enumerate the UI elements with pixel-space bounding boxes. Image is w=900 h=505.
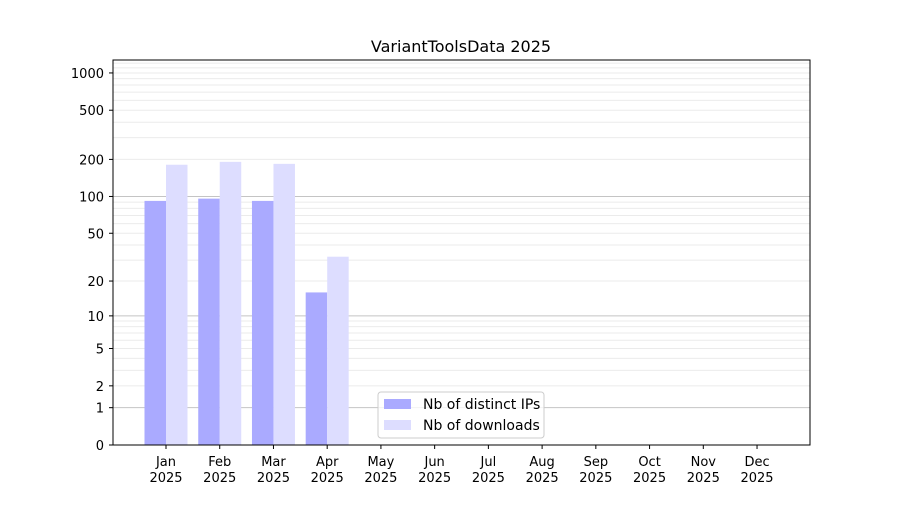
y-tick-label: 200	[79, 153, 104, 168]
x-tick-label: Dec 2025	[740, 455, 773, 486]
bar-distinct-ips	[305, 292, 328, 445]
legend-label-downloads: Nb of downloads	[423, 418, 540, 434]
x-tick-label: Oct 2025	[633, 455, 666, 486]
x-tick-label: Apr 2025	[311, 455, 344, 486]
legend-swatch-downloads	[384, 420, 411, 430]
plot-frame	[112, 59, 811, 446]
bar-downloads	[273, 163, 295, 445]
x-axis: Jan 2025 Feb 2025 Mar 2025 Apr 2025 May 2025 Jun 20…	[149, 445, 774, 486]
x-tick-label: Aug 2025	[526, 455, 559, 486]
y-axis: 0 1 2 5 10 20 50 100 200 500 1000	[71, 67, 113, 454]
x-tick-label: Sep 2025	[579, 455, 612, 486]
y-tick-label: 20	[87, 275, 104, 290]
y-tick-label: 0	[96, 439, 104, 454]
x-tick-label: Mar 2025	[257, 455, 290, 486]
legend-box	[377, 391, 545, 439]
y-tick-label: 2	[96, 380, 104, 395]
legend: Nb of distinct IPs Nb of downloads	[377, 391, 545, 439]
bar-downloads	[327, 256, 349, 445]
x-tick-label: Feb 2025	[203, 455, 236, 486]
bar-distinct-ips	[198, 198, 220, 445]
y-tick-label: 50	[87, 227, 104, 242]
bars	[144, 161, 349, 445]
y-tick-label: 100	[79, 190, 104, 205]
x-tick-label: Jun 2025	[418, 455, 451, 486]
x-tick-label: May 2025	[364, 455, 397, 486]
y-tick-label: 500	[79, 104, 104, 119]
legend-swatch-ips	[384, 399, 411, 409]
chart-title: VariantToolsData 2025	[371, 37, 551, 56]
x-tick-label: Nov 2025	[687, 455, 720, 486]
bar-distinct-ips	[251, 200, 274, 445]
y-tick-label: 1000	[71, 67, 104, 82]
bar-distinct-ips	[144, 200, 166, 445]
bar-downloads	[219, 161, 242, 445]
y-tick-label: 5	[96, 343, 104, 358]
y-tick-label: 1	[96, 402, 104, 417]
x-tick-label: Jul 2025	[472, 455, 505, 486]
bar-downloads	[166, 164, 188, 445]
y-tick-label: 10	[87, 310, 104, 325]
legend-label-ips: Nb of distinct IPs	[423, 397, 540, 413]
x-tick-label: Jan 2025	[149, 455, 182, 486]
